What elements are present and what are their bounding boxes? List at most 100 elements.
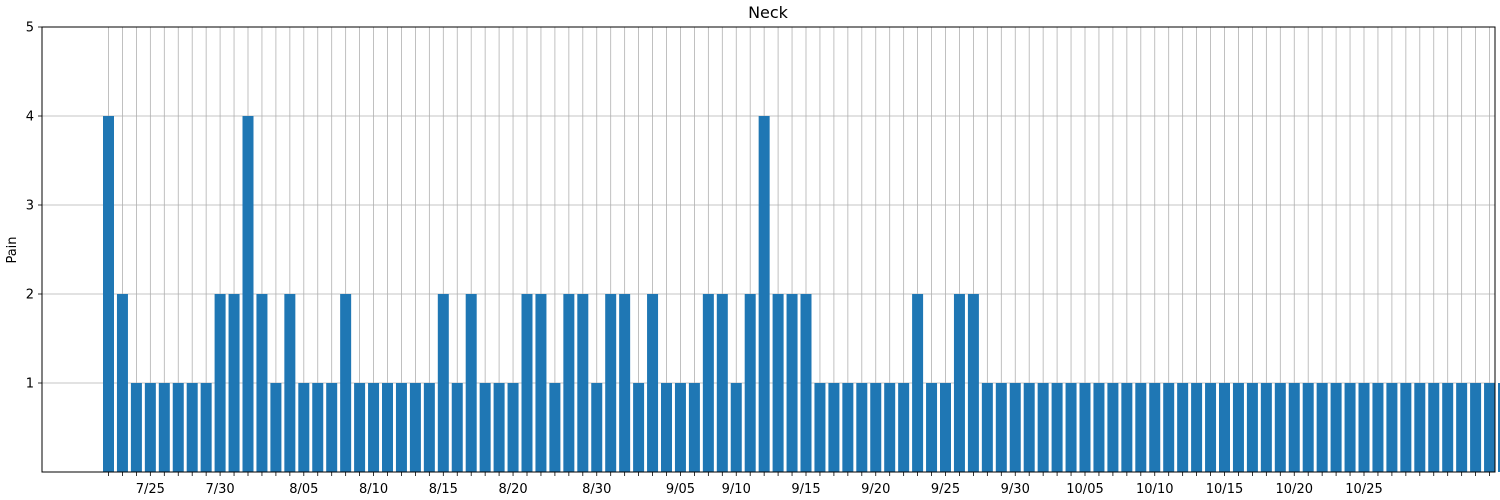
- y-tick-label: 3: [26, 199, 34, 214]
- bar-8-15: [437, 294, 449, 472]
- bar-9-21: [953, 294, 965, 472]
- bar-10-06: [1163, 383, 1175, 472]
- x-tick-label: 10/20: [1276, 482, 1313, 497]
- bar-9-24: [995, 383, 1007, 472]
- bar-8-14: [423, 383, 435, 472]
- x-tick-label: 9/05: [666, 482, 695, 497]
- bar-7-27: [172, 383, 184, 472]
- x-axis-ticks: 7/25 7/30 8/05 8/10 8/15 8/20 8/30 9/05 9/10 9/15…: [108, 472, 1490, 497]
- bar-10-03: [1121, 383, 1133, 472]
- x-tick-label: 10/25: [1345, 482, 1382, 497]
- bar-8-06: [312, 383, 324, 472]
- bar-8-25: [577, 294, 589, 472]
- x-tick-label: 10/15: [1206, 482, 1243, 497]
- bar-8-21: [521, 294, 533, 472]
- bars: [103, 116, 1500, 472]
- bar-9-30: [1079, 383, 1091, 472]
- bar-8-30: [647, 294, 659, 472]
- bar-10-09: [1205, 383, 1217, 472]
- x-tick-label: 9/20: [861, 482, 890, 497]
- x-tick-label: 8/20: [498, 482, 527, 497]
- bar-9-03: [702, 294, 714, 472]
- bar-8-31: [661, 383, 672, 472]
- bar-8-11: [382, 383, 393, 472]
- bar-8-12: [395, 383, 407, 472]
- bar-7-30: [214, 294, 226, 472]
- bar-9-02: [688, 383, 700, 472]
- bar-7-31: [228, 294, 240, 472]
- bar-9-17: [898, 383, 910, 472]
- bar-9-09: [786, 294, 798, 472]
- bar-9-29: [1065, 383, 1077, 472]
- bar-10-19: [1344, 383, 1356, 472]
- bar-10-18: [1330, 383, 1342, 472]
- bar-8-29: [633, 383, 645, 472]
- bar-9-06: [744, 294, 756, 472]
- bar-8-02: [256, 294, 268, 472]
- bar-9-12: [828, 383, 840, 472]
- x-tick-label: 10/05: [1066, 482, 1103, 497]
- bar-8-09: [354, 383, 366, 472]
- bar-9-20: [940, 383, 951, 472]
- bar-10-22: [1386, 383, 1398, 472]
- bar-9-11: [814, 383, 826, 472]
- bar-9-22: [967, 294, 979, 472]
- bar-9-28: [1051, 383, 1063, 472]
- bar-10-23: [1400, 383, 1412, 472]
- bar-10-14: [1274, 383, 1286, 472]
- bar-9-10: [800, 294, 812, 472]
- bar-10-24: [1414, 383, 1426, 472]
- bar-8-22: [535, 294, 547, 472]
- bar-10-13: [1260, 383, 1272, 472]
- plot-frame: [41, 26, 1496, 473]
- x-tick-label: 8/05: [289, 482, 318, 497]
- bar-8-04: [284, 294, 296, 472]
- bar-9-07: [758, 116, 770, 472]
- bar-7-24: [130, 383, 142, 472]
- x-tick-label: 9/30: [1001, 482, 1030, 497]
- y-tick-label: 2: [26, 288, 34, 303]
- bar-9-04: [716, 294, 728, 472]
- y-tick-label: 4: [26, 110, 34, 125]
- bar-8-20: [507, 383, 519, 472]
- x-tick-label: 9/15: [791, 482, 820, 497]
- bar-8-16: [451, 383, 463, 472]
- y-tick-label: 5: [26, 21, 34, 36]
- bar-8-01: [242, 116, 254, 472]
- x-tick-label: 8/10: [359, 482, 388, 497]
- x-tick-label: 8/15: [429, 482, 458, 497]
- chart-title: Neck: [748, 3, 789, 22]
- bar-8-28: [619, 294, 631, 472]
- bar-8-10: [368, 383, 380, 472]
- bar-10-30: [1498, 383, 1500, 472]
- bar-10-15: [1288, 383, 1300, 472]
- bar-9-01: [674, 383, 686, 472]
- bar-9-05: [730, 383, 742, 472]
- bar-9-26: [1023, 383, 1035, 472]
- bar-8-19: [493, 383, 505, 472]
- bar-7-28: [186, 383, 198, 472]
- bar-9-23: [981, 383, 993, 472]
- bar-10-08: [1191, 383, 1203, 472]
- bar-10-12: [1246, 383, 1258, 472]
- bar-9-08: [772, 294, 784, 472]
- bar-8-17: [465, 294, 477, 472]
- x-tick-label: 10/10: [1136, 482, 1173, 497]
- bar-8-03: [270, 383, 282, 472]
- bar-8-08: [340, 294, 352, 472]
- y-axis-label: Pain: [5, 236, 20, 263]
- bar-10-11: [1232, 383, 1244, 472]
- bar-10-27: [1456, 383, 1468, 472]
- x-tick-label: 7/25: [136, 482, 165, 497]
- bar-8-05: [298, 383, 310, 472]
- bar-10-02: [1107, 383, 1119, 472]
- bar-10-20: [1358, 383, 1370, 472]
- bar-10-04: [1135, 383, 1147, 472]
- x-tick-label: 9/25: [931, 482, 960, 497]
- bar-7-23: [116, 294, 128, 472]
- y-tick-label: 1: [26, 377, 34, 392]
- bar-8-24: [563, 294, 575, 472]
- x-tick-label: 9/10: [722, 482, 751, 497]
- bar-8-23: [549, 383, 561, 472]
